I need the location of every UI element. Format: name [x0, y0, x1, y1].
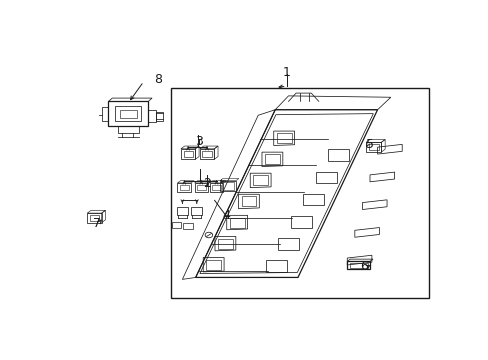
Bar	[366, 142, 381, 152]
Bar	[118, 126, 139, 133]
Bar	[90, 215, 99, 221]
Bar	[220, 181, 235, 191]
Bar	[200, 149, 214, 159]
Bar	[202, 151, 211, 157]
Bar	[177, 183, 191, 192]
Bar	[176, 207, 188, 215]
Bar	[108, 102, 148, 126]
Text: 5: 5	[365, 138, 373, 151]
Bar	[183, 151, 192, 157]
Text: 4: 4	[222, 208, 229, 221]
Bar	[211, 185, 221, 190]
Bar	[120, 110, 137, 118]
Bar	[156, 112, 163, 121]
Text: 7: 7	[93, 217, 101, 230]
Bar	[181, 149, 195, 159]
Text: 1: 1	[282, 66, 290, 79]
Bar	[346, 261, 369, 269]
Bar	[191, 207, 202, 215]
Bar	[172, 222, 181, 228]
Bar	[349, 263, 367, 268]
Bar	[368, 144, 378, 150]
Text: 6: 6	[360, 260, 367, 273]
Bar	[171, 87, 428, 298]
Text: 3: 3	[195, 135, 203, 148]
Bar	[222, 183, 233, 190]
Text: 8: 8	[153, 73, 162, 86]
Bar	[180, 185, 188, 190]
Bar	[196, 185, 205, 190]
Bar	[115, 107, 141, 121]
Bar	[209, 183, 223, 192]
Bar	[183, 223, 192, 229]
Text: 2: 2	[203, 177, 210, 190]
Bar	[87, 213, 102, 222]
Bar	[194, 183, 208, 192]
